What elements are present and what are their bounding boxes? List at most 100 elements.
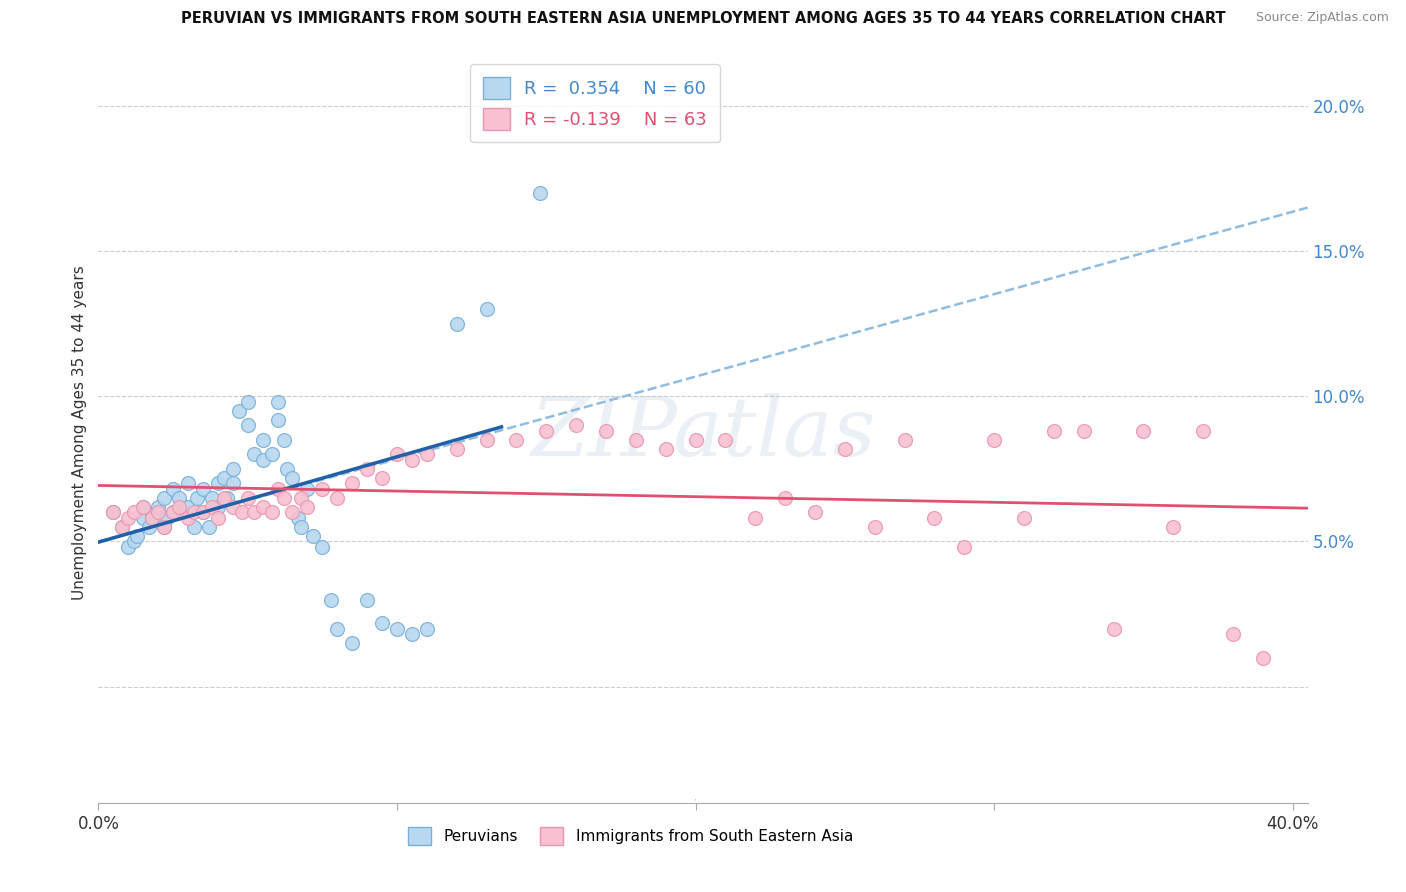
- Point: [565, 418, 588, 433]
- Point: [287, 511, 309, 525]
- Point: [475, 302, 498, 317]
- Point: [236, 418, 259, 433]
- Point: [186, 491, 208, 505]
- Point: [222, 500, 245, 514]
- Point: [162, 506, 184, 520]
- Point: [326, 622, 349, 636]
- Point: [153, 520, 176, 534]
- Point: [141, 511, 163, 525]
- Point: [111, 520, 134, 534]
- Point: [654, 442, 676, 456]
- Point: [1192, 424, 1215, 438]
- Point: [177, 476, 200, 491]
- Point: [191, 506, 214, 520]
- Point: [624, 433, 647, 447]
- Point: [201, 491, 224, 505]
- Point: [290, 520, 312, 534]
- Text: ZIPatlas: ZIPatlas: [530, 392, 876, 473]
- Point: [281, 470, 304, 484]
- Point: [231, 506, 253, 520]
- Point: [162, 506, 184, 520]
- Point: [162, 482, 184, 496]
- Point: [260, 447, 283, 461]
- Point: [953, 541, 976, 555]
- Point: [311, 541, 333, 555]
- Point: [222, 476, 245, 491]
- Point: [416, 447, 439, 461]
- Point: [773, 491, 796, 505]
- Point: [207, 500, 229, 514]
- Point: [297, 482, 319, 496]
- Point: [1012, 511, 1035, 525]
- Point: [340, 636, 363, 650]
- Point: [177, 511, 200, 525]
- Point: [222, 462, 245, 476]
- Point: [529, 186, 551, 200]
- Point: [146, 506, 169, 520]
- Point: [290, 491, 312, 505]
- Point: [228, 404, 250, 418]
- Point: [215, 491, 238, 505]
- Point: [281, 506, 304, 520]
- Point: [212, 491, 235, 505]
- Point: [266, 412, 288, 426]
- Point: [236, 395, 259, 409]
- Point: [103, 506, 125, 520]
- Point: [122, 506, 145, 520]
- Point: [207, 511, 229, 525]
- Point: [1073, 424, 1095, 438]
- Point: [236, 491, 259, 505]
- Point: [297, 500, 319, 514]
- Text: PERUVIAN VS IMMIGRANTS FROM SOUTH EASTERN ASIA UNEMPLOYMENT AMONG AGES 35 TO 44 : PERUVIAN VS IMMIGRANTS FROM SOUTH EASTER…: [181, 11, 1225, 26]
- Point: [177, 500, 200, 514]
- Point: [167, 491, 190, 505]
- Point: [595, 424, 617, 438]
- Point: [401, 627, 423, 641]
- Point: [111, 520, 134, 534]
- Point: [1102, 622, 1125, 636]
- Point: [326, 491, 349, 505]
- Point: [212, 470, 235, 484]
- Point: [132, 511, 155, 525]
- Point: [198, 520, 221, 534]
- Point: [132, 500, 155, 514]
- Point: [207, 476, 229, 491]
- Point: [371, 615, 394, 630]
- Point: [183, 506, 205, 520]
- Point: [446, 317, 468, 331]
- Legend: Peruvians, Immigrants from South Eastern Asia: Peruvians, Immigrants from South Eastern…: [402, 821, 859, 851]
- Point: [273, 433, 295, 447]
- Point: [153, 520, 176, 534]
- Point: [804, 506, 827, 520]
- Point: [242, 447, 264, 461]
- Point: [156, 511, 179, 525]
- Point: [536, 424, 558, 438]
- Point: [744, 511, 766, 525]
- Point: [191, 482, 214, 496]
- Point: [103, 506, 125, 520]
- Point: [260, 506, 283, 520]
- Text: Source: ZipAtlas.com: Source: ZipAtlas.com: [1256, 11, 1389, 24]
- Point: [276, 462, 298, 476]
- Point: [146, 500, 169, 514]
- Point: [983, 433, 1005, 447]
- Point: [1251, 650, 1274, 665]
- Point: [183, 520, 205, 534]
- Point: [356, 462, 378, 476]
- Point: [311, 482, 333, 496]
- Point: [252, 433, 274, 447]
- Point: [167, 500, 190, 514]
- Point: [1222, 627, 1244, 641]
- Point: [138, 520, 160, 534]
- Y-axis label: Unemployment Among Ages 35 to 44 years: Unemployment Among Ages 35 to 44 years: [72, 265, 87, 600]
- Point: [685, 433, 707, 447]
- Point: [117, 511, 139, 525]
- Point: [385, 622, 408, 636]
- Point: [1132, 424, 1154, 438]
- Point: [141, 511, 163, 525]
- Point: [266, 395, 288, 409]
- Point: [714, 433, 737, 447]
- Point: [170, 506, 193, 520]
- Point: [321, 592, 343, 607]
- Point: [1161, 520, 1184, 534]
